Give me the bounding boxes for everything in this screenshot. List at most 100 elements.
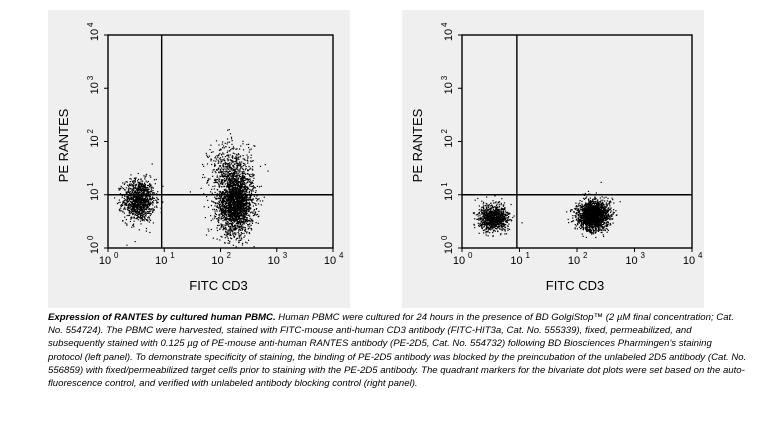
scatter-point <box>128 200 130 202</box>
scatter-point <box>226 185 228 188</box>
scatter-point <box>229 229 231 231</box>
scatter-point <box>227 159 229 161</box>
scatter-point <box>241 211 243 213</box>
scatter-point <box>245 195 247 197</box>
scatter-point <box>251 201 253 203</box>
scatter-point <box>237 219 239 221</box>
scatter-point <box>507 220 509 222</box>
scatter-point <box>129 181 131 183</box>
scatter-point <box>240 233 242 235</box>
scatter-point <box>237 201 239 203</box>
scatter-point <box>481 228 483 230</box>
scatter-point <box>136 200 138 202</box>
scatter-point <box>474 227 476 229</box>
scatter-point <box>134 208 136 210</box>
scatter-point <box>207 228 209 230</box>
scatter-point <box>239 239 241 241</box>
scatter-point <box>215 209 218 211</box>
scatter-point <box>235 204 237 206</box>
scatter-point <box>496 225 498 228</box>
scatter-point <box>225 224 227 226</box>
scatter-point <box>238 233 240 235</box>
scatter-point <box>221 209 223 211</box>
scatter-point <box>218 172 220 174</box>
scatter-point <box>486 226 488 228</box>
scatter-point <box>243 220 245 223</box>
scatter-point <box>129 184 131 186</box>
scatter-point <box>226 179 228 181</box>
scatter-point <box>220 196 222 198</box>
scatter-point <box>234 215 236 217</box>
scatter-point <box>131 197 133 199</box>
scatter-point <box>231 206 233 208</box>
scatter-point <box>122 200 124 203</box>
scatter-point <box>240 235 242 237</box>
scatter-point <box>232 229 234 231</box>
scatter-point <box>252 173 254 175</box>
scatter-point <box>491 220 493 223</box>
scatter-point <box>253 210 255 212</box>
scatter-point <box>221 211 223 213</box>
scatter-point <box>231 198 233 200</box>
scatter-point <box>240 196 242 198</box>
scatter-point <box>130 178 132 180</box>
scatter-point <box>250 183 252 185</box>
scatter-point <box>242 224 244 226</box>
scatter-point <box>493 227 495 229</box>
scatter-point <box>140 189 142 191</box>
scatter-point <box>230 186 232 188</box>
scatter-point <box>118 199 120 201</box>
scatter-point <box>239 210 241 212</box>
scatter-point <box>232 244 234 246</box>
scatter-point <box>203 165 205 167</box>
scatter-point <box>230 237 232 239</box>
scatter-point <box>227 230 229 232</box>
scatter-point <box>215 156 217 158</box>
scatter-point <box>226 219 228 221</box>
scatter-point <box>150 199 152 201</box>
scatter-point <box>246 221 249 223</box>
scatter-point <box>129 197 131 199</box>
scatter-point <box>222 183 224 185</box>
scatter-point <box>229 189 231 191</box>
scatter-point <box>229 174 231 176</box>
scatter-point <box>126 199 128 201</box>
scatter-point <box>241 184 243 186</box>
scatter-point <box>143 207 145 209</box>
scatter-point <box>228 197 230 199</box>
scatter-point <box>247 209 249 211</box>
scatter-point <box>222 197 224 199</box>
scatter-point <box>152 202 154 204</box>
scatter-point <box>225 219 227 221</box>
scatter-point <box>219 204 221 207</box>
scatter-point <box>239 237 241 239</box>
scatter-point <box>227 211 229 213</box>
scatter-point <box>232 204 235 206</box>
scatter-point <box>144 190 146 192</box>
scatter-point <box>133 209 135 211</box>
scatter-point <box>241 174 244 176</box>
scatter-point <box>502 228 504 230</box>
scatter-point <box>238 241 240 243</box>
scatter-point <box>243 193 245 195</box>
scatter-point <box>248 201 250 203</box>
scatter-point <box>142 211 144 213</box>
scatter-point <box>228 205 230 207</box>
scatter-point <box>249 208 251 210</box>
scatter-point <box>224 201 227 203</box>
scatter-point <box>241 165 243 168</box>
scatter-point <box>219 176 222 178</box>
scatter-point <box>138 198 140 200</box>
scatter-point <box>481 224 483 226</box>
scatter-point <box>236 205 238 207</box>
scatter-point <box>229 219 231 221</box>
scatter-point <box>256 200 258 202</box>
scatter-point <box>233 182 235 184</box>
scatter-point <box>222 215 224 217</box>
scatter-point <box>495 207 497 210</box>
scatter-point <box>141 209 143 211</box>
scatter-point <box>233 196 235 198</box>
scatter-point <box>228 179 230 181</box>
scatter-point <box>141 215 143 217</box>
scatter-point <box>123 208 125 210</box>
